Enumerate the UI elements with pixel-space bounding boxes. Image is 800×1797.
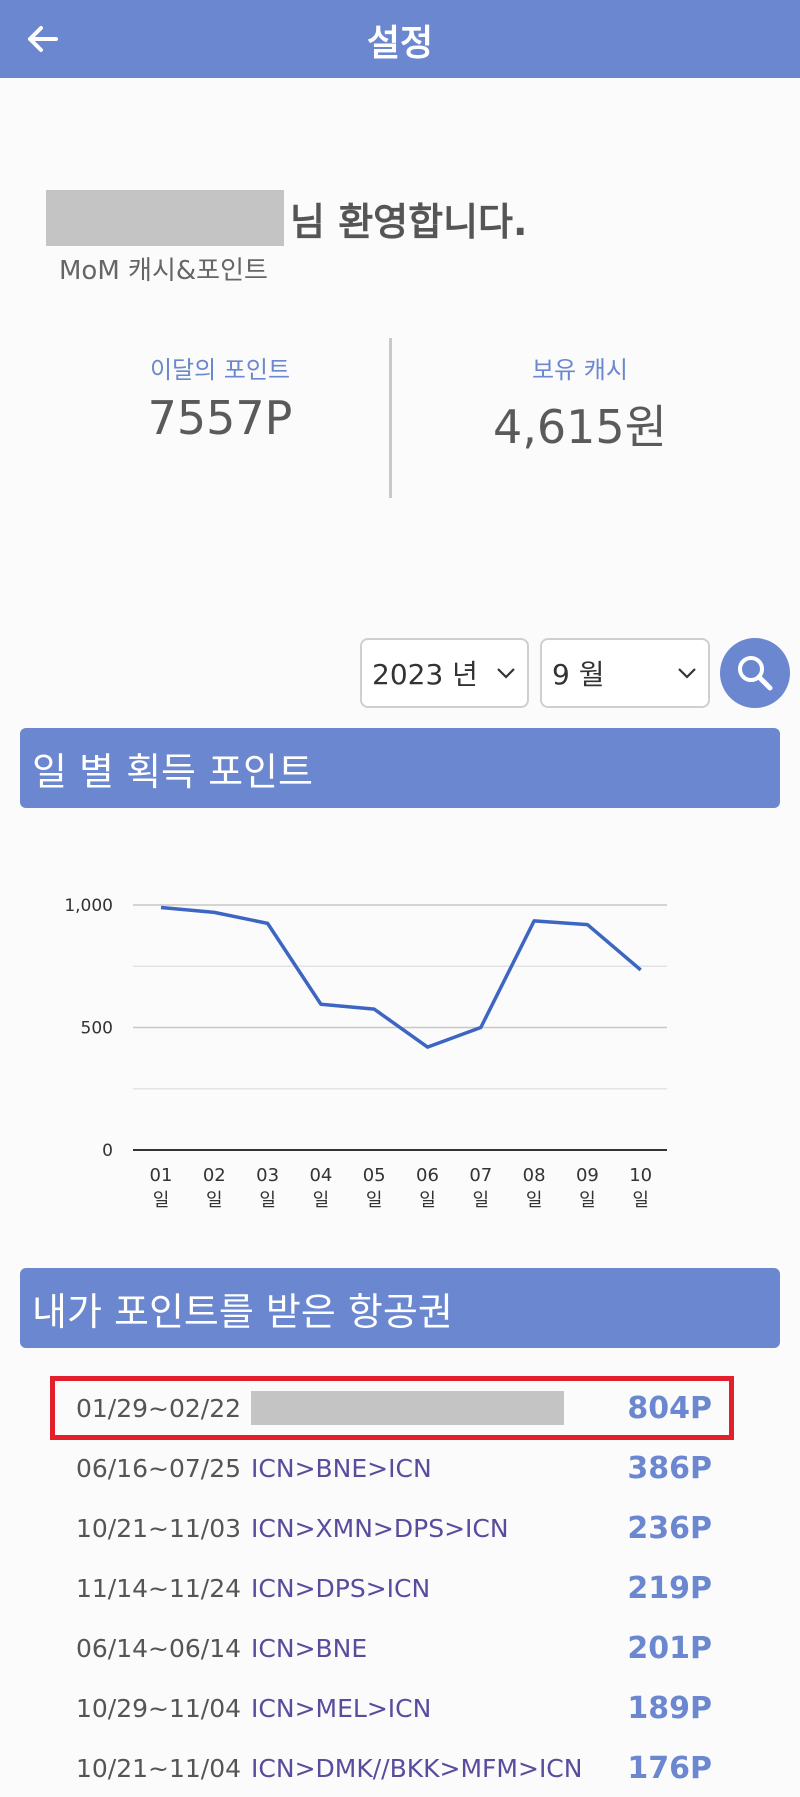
x-tick-label: 일	[259, 1190, 276, 1211]
x-tick-label: 05	[363, 1165, 386, 1186]
cash-balance-value: 4,615원	[492, 400, 667, 454]
ticket-route: ICN>MEL>ICN	[251, 1693, 432, 1723]
monthly-points-label: 이달의 포인트	[149, 356, 291, 384]
year-select[interactable]: 2023 년	[360, 638, 529, 708]
y-tick-label: 500	[81, 1019, 113, 1039]
app-header: 설정	[0, 0, 800, 78]
ticket-route: ICN>DPS>ICN	[251, 1573, 431, 1603]
service-label: MoM 캐시&포인트	[59, 256, 268, 286]
x-tick-label: 09	[576, 1165, 599, 1186]
ticket-row[interactable]: 06/14~06/14 ICN>BNE 201P	[52, 1618, 732, 1678]
x-tick-label: 03	[256, 1165, 279, 1186]
search-button[interactable]	[720, 638, 790, 708]
ticket-date: 11/14~11/24	[76, 1573, 242, 1603]
x-tick-label: 일	[313, 1190, 330, 1211]
month-select[interactable]: 9 월	[540, 638, 710, 708]
x-tick-label: 일	[579, 1190, 596, 1211]
x-tick-label: 일	[632, 1190, 649, 1211]
x-tick-label: 일	[153, 1190, 170, 1211]
ticket-row[interactable]: 06/16~07/25 ICN>BNE>ICN 386P	[52, 1438, 732, 1498]
ticket-route-redacted	[251, 1391, 565, 1425]
ticket-points: 219P	[627, 1570, 712, 1606]
arrow-left-icon	[28, 26, 58, 52]
ticket-points: 201P	[627, 1630, 712, 1666]
ticket-points: 804P	[627, 1390, 712, 1426]
ticket-date: 10/21~11/03	[76, 1513, 242, 1543]
ticket-date: 10/29~11/04	[76, 1693, 242, 1723]
ticket-route: ICN>BNE>ICN	[251, 1453, 432, 1483]
ticket-date: 01/29~02/22	[76, 1393, 242, 1423]
user-name-redacted	[46, 190, 284, 246]
daily-points-banner: 일 별 획득 포인트	[20, 728, 780, 808]
tickets-banner: 내가 포인트를 받은 항공권	[20, 1268, 780, 1348]
welcome-text: 님 환영합니다.	[290, 199, 528, 244]
magnifier-icon	[738, 656, 773, 691]
page-title: 설정	[366, 23, 434, 64]
x-tick-label: 08	[523, 1165, 546, 1186]
x-tick-label: 일	[473, 1190, 490, 1211]
x-tick-label: 일	[206, 1190, 223, 1211]
x-tick-label: 02	[203, 1165, 226, 1186]
ticket-row[interactable]: 10/21~11/03 ICN>XMN>DPS>ICN 236P	[52, 1498, 732, 1558]
ticket-route: ICN>DMK//BKK>MFM>ICN	[251, 1753, 583, 1783]
welcome-row: 님 환영합니다.	[46, 190, 527, 246]
stat-divider	[389, 338, 392, 498]
x-tick-label: 06	[416, 1165, 439, 1186]
x-tick-label: 01	[150, 1165, 173, 1186]
chevron-down-icon	[497, 668, 515, 679]
x-tick-label: 04	[309, 1165, 332, 1186]
ticket-date: 06/14~06/14	[76, 1633, 242, 1663]
monthly-points-value: 7557P	[147, 391, 293, 445]
ticket-row[interactable]: 10/21~11/04 ICN>DMK//BKK>MFM>ICN 176P	[52, 1738, 732, 1797]
ticket-route: ICN>XMN>DPS>ICN	[251, 1513, 509, 1543]
cash-balance-label: 보유 캐시	[532, 356, 628, 384]
x-tick-label: 일	[419, 1190, 436, 1211]
chevron-down-icon	[678, 668, 696, 679]
ticket-points: 236P	[627, 1510, 712, 1546]
ticket-row[interactable]: 01/29~02/22 804P	[50, 1376, 734, 1440]
month-select-value: 9 월	[552, 658, 605, 691]
year-select-value: 2023 년	[372, 658, 478, 691]
ticket-list: 01/29~02/22 804P 06/16~07/25 ICN>BNE>ICN 386…	[50, 1376, 734, 1797]
ticket-row[interactable]: 11/14~11/24 ICN>DPS>ICN 219P	[52, 1558, 732, 1618]
daily-points-chart: 0 500 1,000 01 일 02 일 03 일 04 일 05 일 06 일 07 일 08 일 09 일 10 일	[64, 896, 667, 1211]
ticket-points: 386P	[627, 1450, 712, 1486]
ticket-points: 176P	[627, 1750, 712, 1786]
x-tick-label: 일	[366, 1190, 383, 1211]
back-button[interactable]	[22, 18, 64, 60]
ticket-date: 06/16~07/25	[76, 1453, 242, 1483]
monthly-points-stat: 이달의 포인트 7557P	[50, 350, 390, 445]
y-tick-label: 0	[102, 1141, 113, 1161]
series-line	[160, 905, 642, 1049]
ticket-date: 10/21~11/04	[76, 1753, 242, 1783]
x-tick-label: 07	[469, 1165, 492, 1186]
cash-balance-stat: 보유 캐시 4,615원	[410, 350, 750, 457]
y-tick-label: 1,000	[64, 896, 113, 916]
ticket-route: ICN>BNE	[251, 1633, 368, 1663]
ticket-row[interactable]: 10/29~11/04 ICN>MEL>ICN 189P	[52, 1678, 732, 1738]
ticket-points: 189P	[627, 1690, 712, 1726]
x-tick-label: 일	[526, 1190, 543, 1211]
x-tick-label: 10	[629, 1165, 652, 1186]
